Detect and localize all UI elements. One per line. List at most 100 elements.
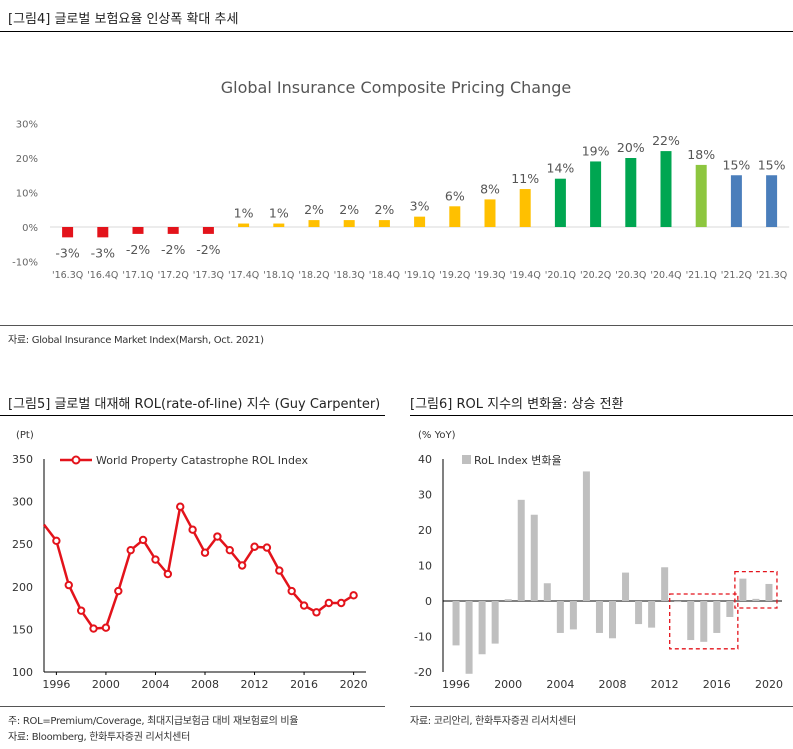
fig6-chart: (% YoY) -20 -10 0 10 20 30 40 1996 2000 2004 2008 20… — [414, 430, 783, 691]
fig6-caption: [그림6] ROL 지수의 변화율: 상승 전환 — [410, 397, 624, 412]
fig5-data-point — [337, 598, 346, 608]
fig6-bar — [752, 598, 760, 601]
fig5-data-point — [287, 586, 296, 596]
fig4-data-label: 2% — [339, 202, 359, 217]
fig5-top-rule — [0, 415, 385, 416]
fig4-bar — [238, 223, 250, 227]
fig6-bar — [491, 601, 499, 644]
fig6-bar — [765, 583, 773, 601]
fig6-xtick-label: 2008 — [599, 678, 627, 691]
fig5-data-point — [299, 601, 309, 610]
fig5-data-point — [237, 561, 247, 570]
fig6-ytick-label: 30 — [418, 489, 432, 502]
fig5-xtick-label: 2016 — [290, 678, 318, 691]
fig6-xtick-label: 2016 — [703, 678, 731, 691]
fig6-ytick-label: -20 — [414, 666, 432, 679]
fig4-xtick-label: '17.1Q — [122, 270, 153, 281]
fig6-bar — [543, 583, 551, 601]
fig6-highlight-box — [734, 570, 778, 609]
fig4-bar — [660, 151, 672, 227]
fig4-xtick-label: '19.3Q — [474, 270, 505, 281]
fig4-bar — [730, 175, 742, 227]
fig4-data-label: 1% — [269, 206, 289, 221]
fig4-ytick-label: 10% — [16, 189, 38, 200]
fig4-data-label: 2% — [374, 202, 394, 217]
fig4-xtick-label: '18.3Q — [334, 270, 365, 281]
fig4-data-label: 22% — [652, 133, 680, 148]
fig4-data-label: 1% — [234, 206, 254, 221]
fig4-xtick-label: '18.4Q — [369, 270, 400, 281]
fig4-data-label: 15% — [758, 157, 786, 172]
fig5-xtick-label: 2020 — [340, 678, 368, 691]
fig5-data-point — [126, 545, 135, 555]
fig6-ylabel: (% YoY) — [418, 430, 456, 441]
fig4-xtick-label: '19.1Q — [404, 270, 435, 281]
fig4-xtick-label: '21.3Q — [756, 270, 787, 281]
fig4-xtick-label: '21.1Q — [686, 270, 717, 281]
fig6-bottom-rule — [410, 706, 793, 707]
fig4-bar — [378, 220, 390, 227]
fig5-legend-marker — [71, 455, 81, 465]
fig6-bar — [609, 601, 616, 639]
fig4-xtick-label: '17.4Q — [228, 270, 259, 281]
fig6-bar — [517, 499, 525, 601]
fig6-source: 자료: 코리안리, 한화투자증권 리서치센터 — [410, 716, 576, 727]
fig4-xtick-label: '18.2Q — [298, 270, 329, 281]
fig5-ytick-label: 300 — [12, 496, 33, 509]
fig6-ytick-label: 10 — [418, 560, 432, 573]
fig5-data-point — [312, 608, 321, 617]
fig4-data-label: 8% — [480, 181, 500, 196]
fig4-data-label: 3% — [410, 199, 430, 214]
fig5-ytick-label: 100 — [12, 666, 33, 679]
fig6-bar — [726, 601, 734, 617]
fig4-bar — [202, 227, 214, 234]
fig6-bar — [635, 601, 643, 625]
fig5-data-point — [76, 606, 86, 615]
fig6-bar — [622, 572, 630, 601]
fig5-note: 주: ROL=Premium/Coverage, 최대지급보험금 대비 재보험료… — [8, 716, 299, 727]
fig5-xtick-label: 2000 — [92, 678, 120, 691]
fig6-bar — [700, 601, 708, 642]
fig4-bar — [625, 158, 637, 227]
fig5-data-point — [89, 624, 98, 633]
fig5-data-point — [101, 623, 111, 632]
fig6-bar — [478, 601, 486, 655]
fig4-bar — [590, 161, 602, 227]
fig4-bar — [308, 220, 320, 227]
fig4-caption: [그림4] 글로벌 보험요율 인상폭 확대 추세 — [8, 12, 239, 27]
fig6-bar — [582, 471, 590, 601]
fig5-xtick-label: 2012 — [241, 678, 269, 691]
fig6-ytick-label: 20 — [418, 524, 432, 537]
fig6-ytick-label: 40 — [418, 453, 432, 466]
fig4-bar — [484, 199, 496, 227]
fig4-data-label: -3% — [55, 245, 79, 260]
fig5-source: 자료: Bloomberg, 한화투자증권 리서치센터 — [8, 732, 190, 743]
fig6-xtick-label: 2004 — [546, 678, 574, 691]
fig6-ytick-label: -10 — [414, 631, 432, 644]
fig6-xtick-label: 2020 — [755, 678, 783, 691]
fig4-data-label: -2% — [126, 242, 150, 257]
fig6-top-rule — [410, 415, 793, 416]
fig6-bar — [452, 601, 460, 646]
fig4-xtick-label: '21.2Q — [721, 270, 752, 281]
fig5-data-point — [114, 586, 123, 596]
fig4-bar — [97, 227, 109, 238]
fig4-bar — [766, 175, 778, 227]
fig6-bar — [661, 567, 669, 601]
fig5-data-point — [324, 598, 334, 608]
fig6-bar — [504, 599, 512, 601]
fig4-xtick-label: '20.2Q — [580, 270, 611, 281]
fig6-bar — [556, 601, 564, 633]
fig4-bar — [132, 227, 144, 234]
fig6-xtick-label: 2012 — [651, 678, 679, 691]
fig4-data-label: -2% — [196, 242, 220, 257]
fig6-bar — [648, 601, 656, 628]
fig4-xtick-label: '17.2Q — [158, 270, 189, 281]
fig5-ytick-label: 250 — [12, 538, 33, 551]
fig4-bar — [273, 223, 285, 227]
fig4-bar — [695, 164, 707, 227]
fig6-bar — [713, 601, 721, 633]
fig4-data-label: 11% — [511, 171, 539, 186]
fig4-xtick-label: '19.2Q — [439, 270, 470, 281]
fig4-source: 자료: Global Insurance Market Index(Marsh,… — [8, 335, 264, 346]
